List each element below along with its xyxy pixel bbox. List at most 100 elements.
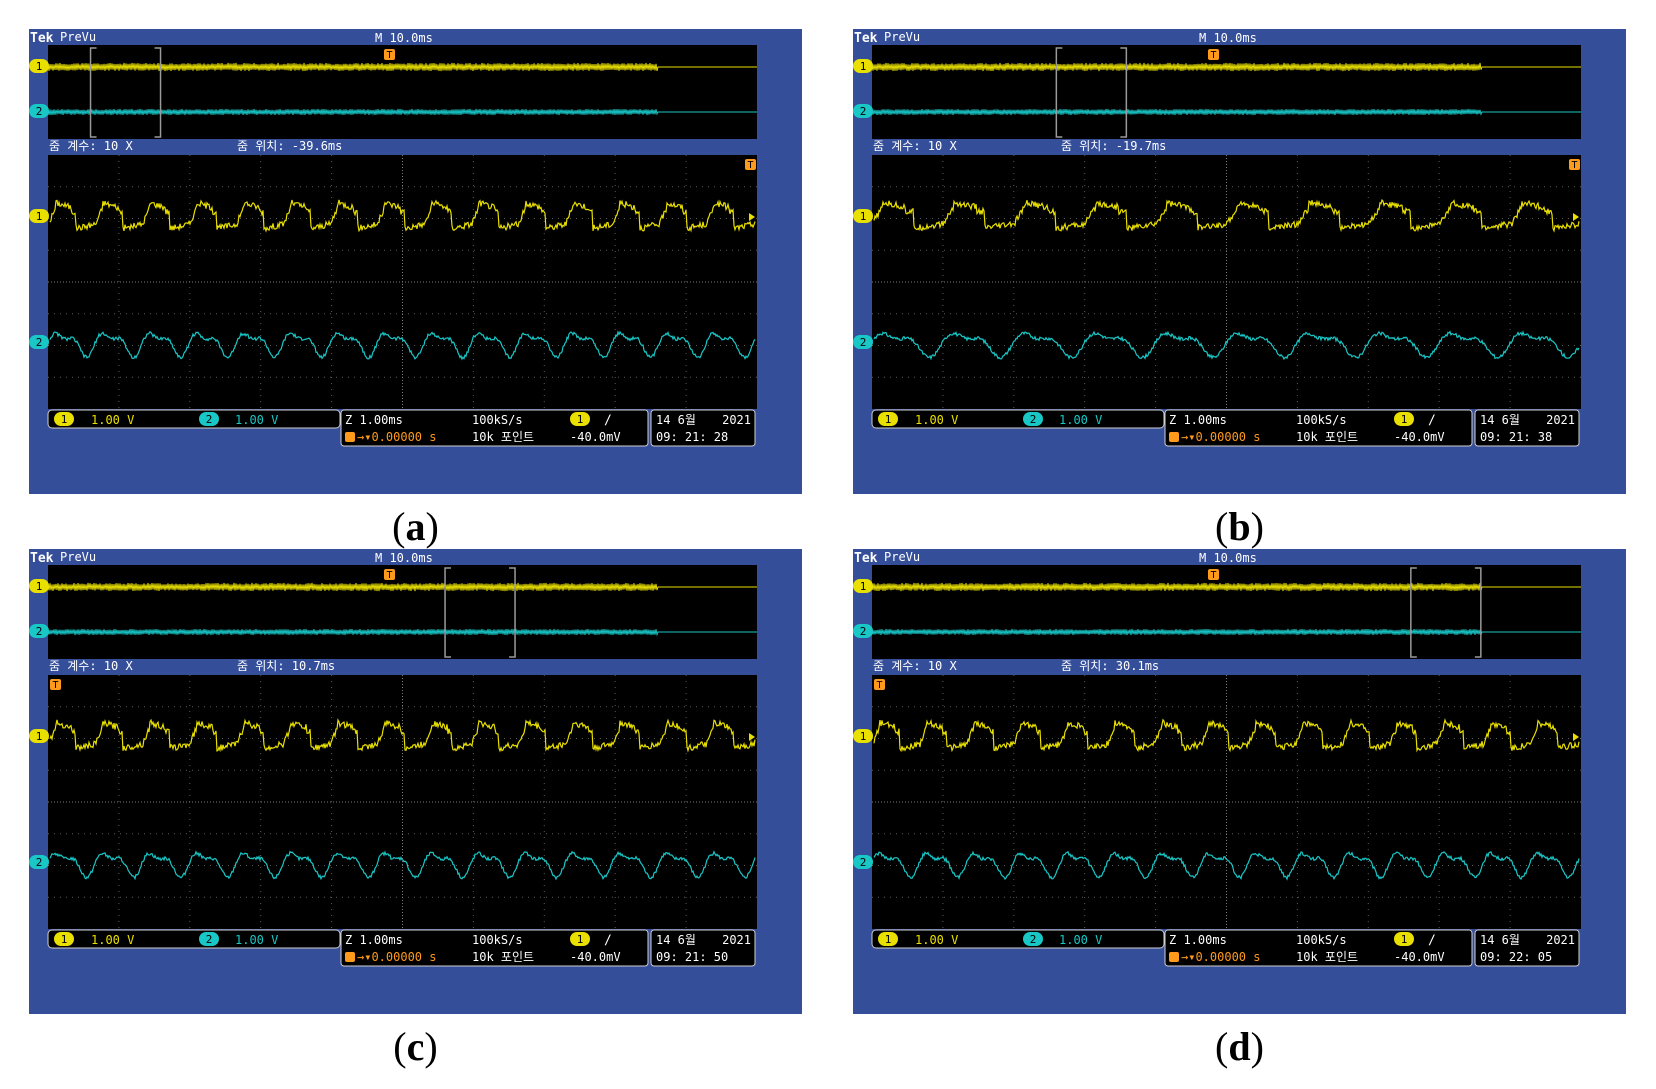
zoom-position-label: 줌 위치: 30.1ms (1061, 659, 1159, 673)
trigger-slope-icon: ∕ (1428, 933, 1436, 948)
trigger-source-badge-pill (1394, 412, 1414, 426)
zoom-trigger-icon: T (874, 679, 885, 691)
trigger-level-value: -40.0mV (570, 950, 621, 964)
zoom-window-right-bracket[interactable] (509, 567, 516, 658)
ch2-scale-badge: 2 (1023, 932, 1043, 946)
oscilloscope-display: Tek PreVu M 10.0ms T 1 2 줌 계수: 10 X 줌 위치: 30.1m… (853, 549, 1626, 1014)
overview-ch1-trace (47, 62, 757, 72)
ch2-scale-badge: 2 (199, 412, 219, 426)
ch1-scale-badge-pill (878, 412, 898, 426)
ch1-scale-badge: 1 (878, 932, 898, 946)
ch2-level-marker-text: 2 (860, 856, 867, 869)
zoom-window-right-bracket[interactable] (1474, 567, 1482, 658)
ch2-scale-badge: 2 (1023, 412, 1043, 426)
datetime-box (650, 929, 756, 967)
oscilloscope-display: Tek PreVu M 10.0ms T 1 2 줌 계수: 10 X 줌 위치: 10.7m… (29, 549, 802, 1014)
trigger-source-badge-pill (570, 932, 590, 946)
status-bar: 1 1.00 V 2 1.00 V Z 1.00ms →▾0.00000 s 100kS/s… (871, 409, 1580, 447)
oscilloscope-display: Tek PreVu M 10.0ms T 1 2 줌 계수: 10 X 줌 위치: -19.7… (853, 29, 1626, 494)
ch1-scale-badge: 1 (54, 412, 74, 426)
ch2-scale-value: 1.00 V (1059, 933, 1102, 947)
timebase-label: M 10.0ms (375, 551, 433, 565)
ch1-scale-badge-pill (54, 412, 74, 426)
trigger-source-badge-pill (570, 412, 590, 426)
timebase-label: M 10.0ms (375, 31, 433, 45)
overview-ch2-trace (871, 628, 1581, 637)
record-length-value: 10k 포인트 (1296, 430, 1358, 444)
zoom-trigger-icon-letter: T (876, 680, 882, 691)
trigger-source-badge-pill (1394, 932, 1414, 946)
zoom-window-right-bracket[interactable] (154, 47, 162, 138)
zoom-trigger-icon-letter: T (52, 680, 58, 691)
zoom-position-label: 줌 위치: -19.7ms (1061, 139, 1166, 153)
year-value: 2021 (1546, 413, 1575, 427)
overview-ch2-marker: 2 (29, 104, 49, 118)
ch1-waveform (49, 199, 756, 233)
overview-ch1-marker: 1 (29, 59, 49, 73)
mode-label: PreVu (884, 30, 920, 44)
overview-ch1-marker-text: 1 (860, 60, 867, 73)
overview-trigger-icon-letter: T (386, 570, 392, 581)
brand-label: Tek (854, 31, 878, 46)
ch2-waveform (49, 850, 756, 881)
time-value: 09: 21: 28 (656, 430, 728, 444)
scope-panel-d: Tek PreVu M 10.0ms T 1 2 줌 계수: 10 X 줌 위치: 30.1m… (853, 549, 1626, 1069)
zoom-window-left-bracket[interactable] (1055, 47, 1063, 138)
date-value: 14 6월 (656, 413, 696, 427)
ch1-scale-value: 1.00 V (915, 933, 958, 947)
overview-ch2-marker-pill (29, 104, 49, 118)
overview-ch1-trace (47, 582, 757, 592)
timebase-label: M 10.0ms (1199, 551, 1257, 565)
ch1-level-marker-pill (853, 209, 873, 223)
zoom-scale-value: Z 1.00ms (1169, 413, 1227, 427)
zoom-window-left-bracket[interactable] (444, 567, 452, 658)
ch1-scale-value: 1.00 V (91, 933, 134, 947)
trigger-source-badge-text: 1 (1401, 933, 1408, 946)
overview-ch2-marker-text: 2 (860, 625, 867, 638)
ch1-scale-badge-pill (878, 932, 898, 946)
overview-trigger-icon: T (1208, 49, 1219, 61)
ch2-scale-badge-pill (199, 412, 219, 426)
panel-caption: (a) (29, 503, 802, 550)
trigger-level-arrow (749, 733, 755, 741)
trigger-source-badge: 1 (570, 412, 590, 426)
year-value: 2021 (722, 933, 751, 947)
overview-trigger-icon-letter: T (1210, 50, 1216, 61)
zoom-trigger-icon-box (745, 159, 756, 170)
ch2-scale-value: 1.00 V (1059, 413, 1102, 427)
ch1-level-marker-text: 1 (860, 730, 867, 743)
overview-trigger-icon-box (384, 569, 395, 580)
overview-trigger-icon: T (384, 569, 395, 581)
ch1-level-marker: 1 (29, 209, 49, 223)
ch1-scale-value: 1.00 V (91, 413, 134, 427)
ch2-level-marker-text: 2 (36, 336, 43, 349)
channel-scale-box (871, 409, 1165, 429)
scope-svg: Tek PreVu M 10.0ms T 1 2 줌 계수: 10 X 줌 위치: 30.1m… (853, 550, 1581, 967)
zoom-window-left-bracket[interactable] (1410, 567, 1417, 658)
ch2-waveform (873, 850, 1580, 881)
overview-screen (48, 45, 757, 139)
ch1-level-marker-pill (853, 729, 873, 743)
sample-rate-value: 100kS/s (1296, 933, 1347, 947)
zoom-window-right-bracket[interactable] (1120, 47, 1128, 138)
brand-label: Tek (854, 551, 878, 566)
trigger-position-value: →▾0.00000 s (357, 950, 436, 964)
ch2-level-marker-pill (853, 855, 873, 869)
zoom-trigger-icon-box (1569, 159, 1580, 170)
caption-letter: d (1228, 1024, 1251, 1069)
ch2-level-marker: 2 (29, 855, 49, 869)
ch2-level-marker-pill (853, 335, 873, 349)
ch1-scale-badge-pill (54, 932, 74, 946)
overview-trigger-icon: T (1208, 569, 1219, 581)
caption-letter: b (1228, 504, 1251, 549)
trigger-slope-icon: ∕ (604, 933, 612, 948)
zoom-window-left-bracket[interactable] (89, 47, 97, 138)
overview-ch1-marker-pill (29, 579, 49, 593)
overview-ch2-trace (47, 628, 757, 637)
trigger-source-badge-text: 1 (577, 933, 584, 946)
time-value: 09: 21: 50 (656, 950, 728, 964)
datetime-box (1474, 929, 1580, 967)
ch2-scale-badge-pill (1023, 412, 1043, 426)
mode-label: PreVu (60, 30, 96, 44)
ch2-level-marker: 2 (853, 335, 873, 349)
